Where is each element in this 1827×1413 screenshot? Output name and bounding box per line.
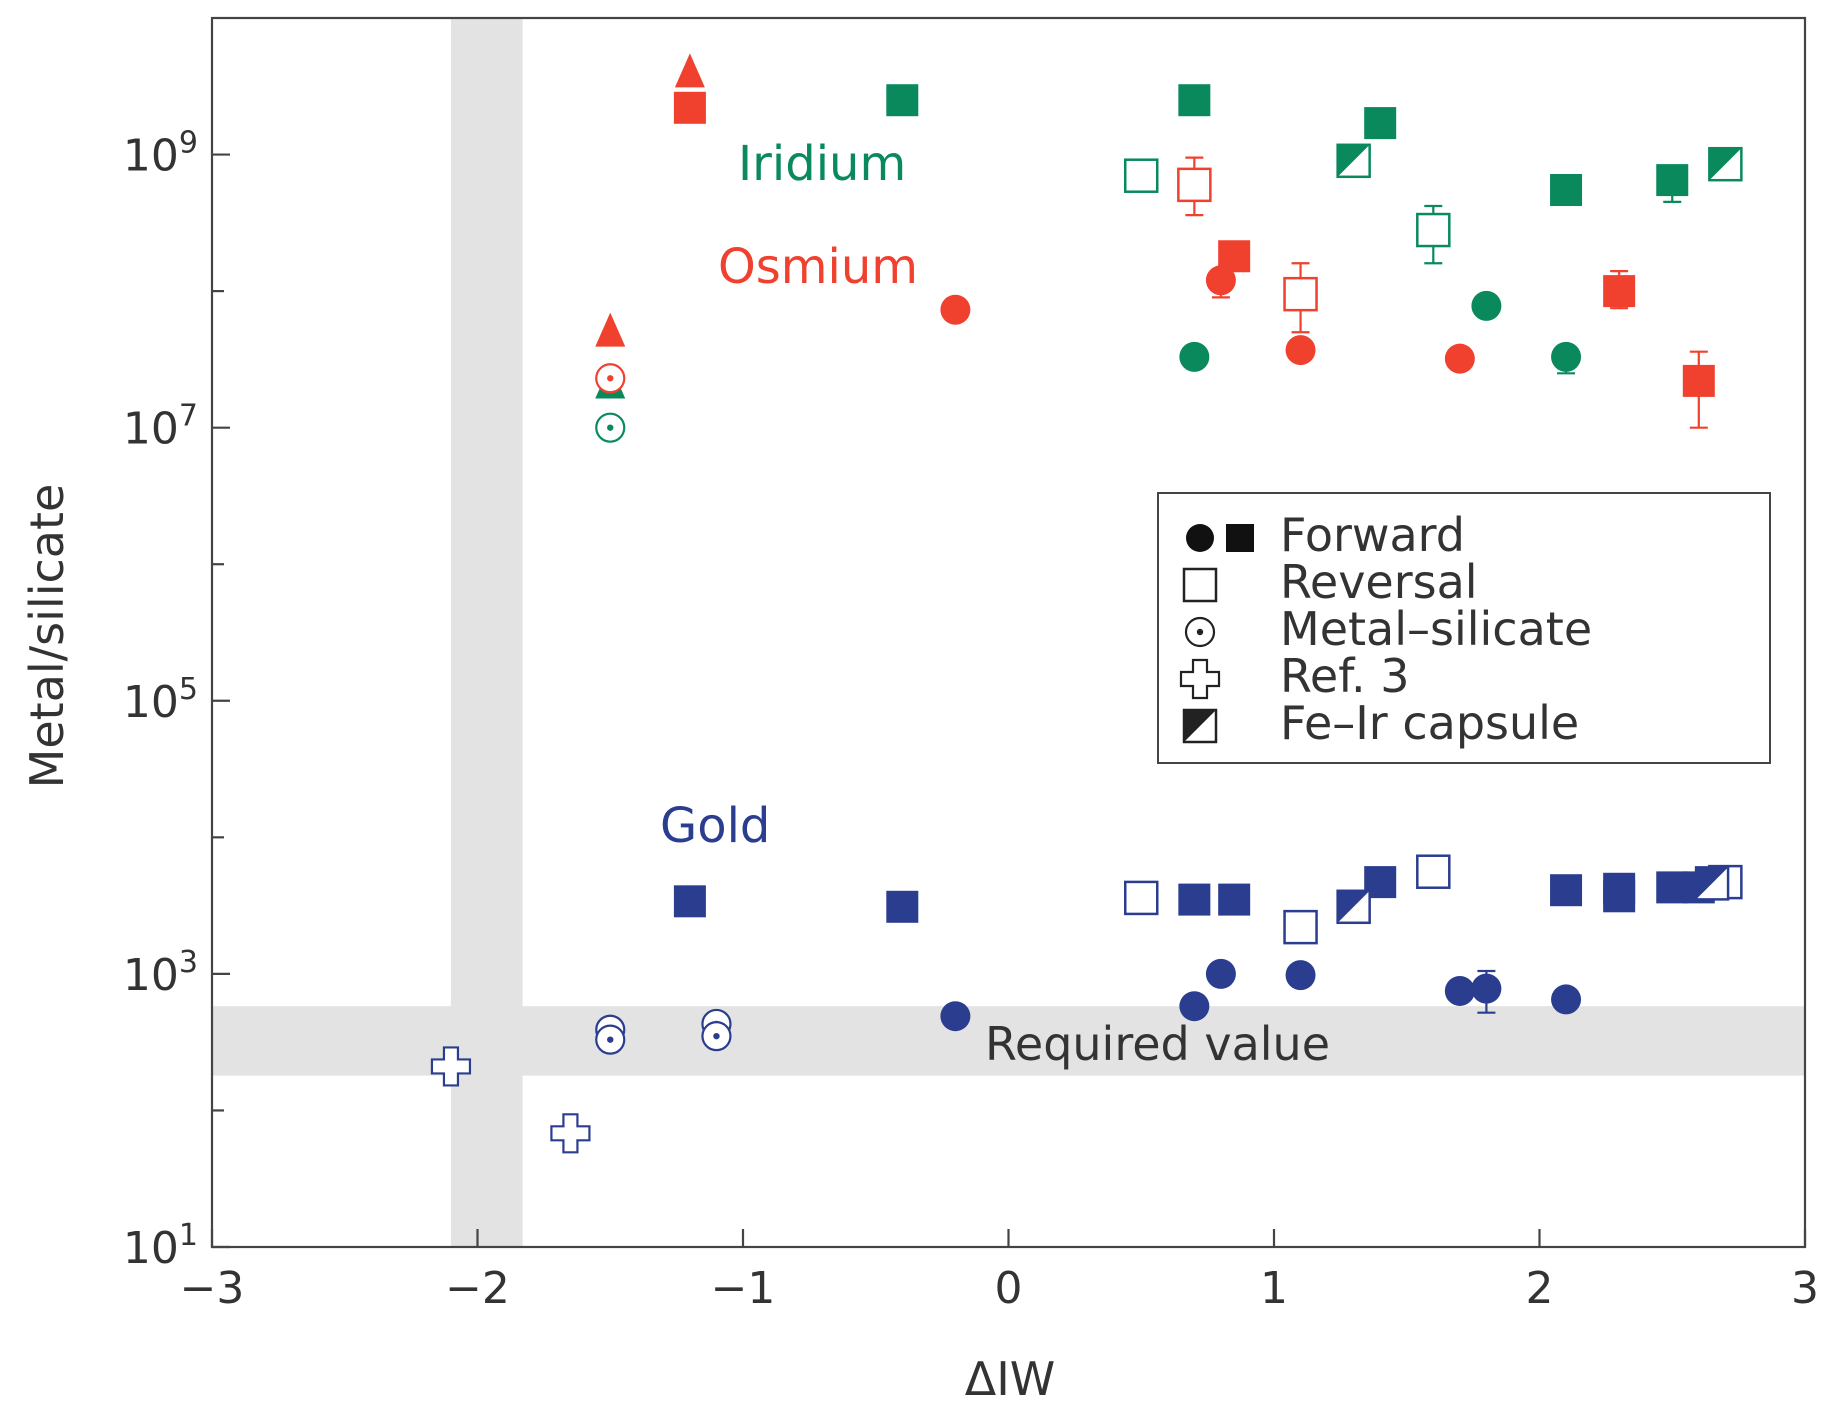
- data-point: [430, 1046, 472, 1087]
- data-point: [701, 1021, 732, 1052]
- legend-marker-metal-silicate: [1184, 616, 1216, 648]
- data-point: [1550, 174, 1583, 207]
- data-point: [1205, 265, 1236, 296]
- data-point: [595, 412, 626, 443]
- data-point: [1178, 84, 1211, 117]
- data-point: [940, 294, 971, 325]
- y-tick-labels: 101 103 105 107 109: [123, 126, 198, 1274]
- data-point: [1444, 975, 1475, 1006]
- data-point: [673, 91, 706, 124]
- data-point: [1444, 343, 1475, 374]
- data-point: [1283, 909, 1318, 945]
- x-tick-label: −3: [180, 1263, 245, 1314]
- data-point: [1551, 341, 1582, 372]
- data-point: [595, 312, 626, 347]
- iridium-label: Iridium: [738, 136, 906, 192]
- axis-ticks: [210, 153, 1807, 1249]
- x-tick-label: 0: [995, 1263, 1023, 1314]
- y-tick-label: 107: [123, 399, 198, 455]
- data-point: [1336, 889, 1371, 925]
- data-point: [1656, 164, 1689, 197]
- y-tick-label: 109: [123, 126, 198, 182]
- y-tick-label: 105: [123, 672, 198, 728]
- y-axis-title: Metal/silicate: [20, 484, 74, 789]
- data-point: [1124, 158, 1159, 193]
- data-point: [1218, 883, 1251, 916]
- data-point: [1179, 341, 1210, 372]
- data-point: [1471, 973, 1502, 1004]
- data-point: [1178, 883, 1211, 916]
- gold-label: Gold: [660, 798, 770, 854]
- shaded-bands: [212, 18, 1805, 1247]
- series-iridium: [595, 84, 1743, 443]
- legend-marker-forward-circle: [1186, 524, 1214, 552]
- data-point: [1551, 984, 1582, 1015]
- legend-box: [1157, 492, 1771, 764]
- data-point: [1205, 958, 1236, 989]
- data-point: [1179, 991, 1210, 1022]
- data-point: [673, 885, 706, 918]
- legend-label-fe-ir-capsule: Fe–Ir capsule: [1280, 696, 1579, 750]
- x-tick-label: −2: [445, 1263, 510, 1314]
- data-point: [1285, 335, 1316, 366]
- x-tick-labels: −3 −2 −1 0 1 2 3: [180, 1263, 1819, 1314]
- x-tick-label: −1: [711, 1263, 776, 1314]
- data-point: [595, 363, 626, 394]
- data-point: [940, 1001, 971, 1032]
- x-tick-label: 2: [1526, 1263, 1554, 1314]
- data-point: [1416, 854, 1451, 889]
- data-point: [1285, 960, 1316, 991]
- x-axis-title: ΔIW: [965, 1352, 1056, 1406]
- legend-marker-fe-ir-capsule: [1182, 708, 1218, 744]
- data-point: [674, 53, 705, 88]
- data-point: [1682, 364, 1715, 397]
- vertical-band: [450, 18, 523, 1247]
- data-point: [595, 1024, 626, 1055]
- data-point: [1177, 167, 1212, 203]
- data-point: [1603, 880, 1636, 913]
- osmium-label: Osmium: [718, 239, 918, 295]
- data-point: [1471, 290, 1502, 321]
- legend-label-metal-silicate: Metal–silicate: [1280, 602, 1592, 656]
- data-point: [1416, 212, 1451, 248]
- legend-marker-reversal: [1182, 567, 1218, 603]
- data-point: [886, 890, 919, 923]
- data-point: [886, 84, 919, 117]
- legend: Forward Reversal Metal–silicate Ref. 3 F…: [1157, 492, 1771, 764]
- required-value-label: Required value: [985, 1017, 1330, 1071]
- legend-marker-ref3: [1179, 658, 1221, 700]
- data-point: [1708, 146, 1743, 182]
- legend-marker-forward-square: [1226, 524, 1254, 552]
- data-point: [550, 1113, 591, 1154]
- series-osmium: [595, 53, 1715, 429]
- y-tick-label: 103: [123, 945, 198, 1001]
- x-tick-label: 3: [1791, 1263, 1819, 1314]
- y-tick-label: 101: [123, 1218, 198, 1274]
- data-point: [1283, 276, 1318, 312]
- data-point: [1364, 107, 1397, 140]
- series-gold: [430, 854, 1743, 1154]
- legend-label-ref3: Ref. 3: [1280, 649, 1410, 703]
- data-point: [1550, 874, 1583, 907]
- legend-markers: [1179, 524, 1254, 744]
- x-tick-label: 1: [1260, 1263, 1288, 1314]
- data-point: [1124, 880, 1159, 916]
- data-point: [1694, 866, 1730, 901]
- data-points: [430, 53, 1743, 1154]
- legend-label-reversal: Reversal: [1280, 555, 1478, 609]
- data-point: [1603, 275, 1636, 308]
- data-point: [1336, 143, 1371, 179]
- legend-label-forward: Forward: [1280, 508, 1465, 562]
